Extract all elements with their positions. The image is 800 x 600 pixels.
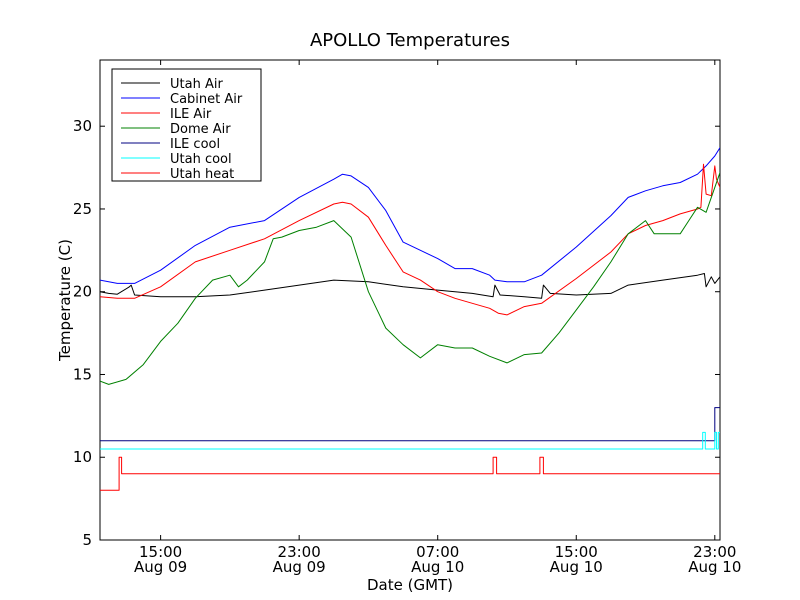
series-line-ile-cool xyxy=(100,407,720,442)
y-axis: 5 10 15 20 25 30 xyxy=(73,117,720,549)
x-tick-label-date: Aug 09 xyxy=(134,558,187,576)
legend-box xyxy=(111,68,262,182)
series-line-utah-air xyxy=(100,273,720,299)
x-tick-label-date: Aug 10 xyxy=(550,558,603,576)
y-axis-label: Temperature (C) xyxy=(56,239,74,362)
series-line-ile-air xyxy=(100,163,720,316)
legend-label: Utah cool xyxy=(170,152,232,167)
y-tick-label: 25 xyxy=(73,200,92,218)
legend-label: Dome Air xyxy=(170,122,231,137)
y-tick-label: 30 xyxy=(73,117,92,135)
x-axis-label: Date (GMT) xyxy=(367,576,453,594)
series-line-utah-heat xyxy=(100,456,720,491)
y-tick-label: 15 xyxy=(73,365,92,383)
chart-title: APOLLO Temperatures xyxy=(310,30,510,51)
legend-label: ILE cool xyxy=(170,137,220,152)
x-tick-label-date: Aug 10 xyxy=(688,558,741,576)
legend-label: Utah heat xyxy=(170,167,234,182)
x-tick-label-date: Aug 10 xyxy=(411,558,464,576)
x-tick-label: 23:00 xyxy=(278,543,321,561)
x-tick-label: 15:00 xyxy=(555,543,598,561)
x-tick-label: 15:00 xyxy=(139,543,182,561)
legend-label: ILE Air xyxy=(170,107,212,122)
y-tick-label: 20 xyxy=(73,283,92,301)
legend-label: Cabinet Air xyxy=(170,92,243,107)
series-group xyxy=(100,147,720,491)
y-tick-label: 5 xyxy=(82,531,92,549)
x-tick-label-date: Aug 09 xyxy=(273,558,326,576)
legend-label: Utah Air xyxy=(170,77,223,92)
series-line-utah-cool xyxy=(100,431,720,450)
x-tick-label: 23:00 xyxy=(693,543,736,561)
y-tick-label: 10 xyxy=(73,448,92,466)
x-tick-label: 07:00 xyxy=(416,543,459,561)
series-line-cabinet-air xyxy=(100,147,720,284)
series-line-dome-air xyxy=(100,172,720,385)
